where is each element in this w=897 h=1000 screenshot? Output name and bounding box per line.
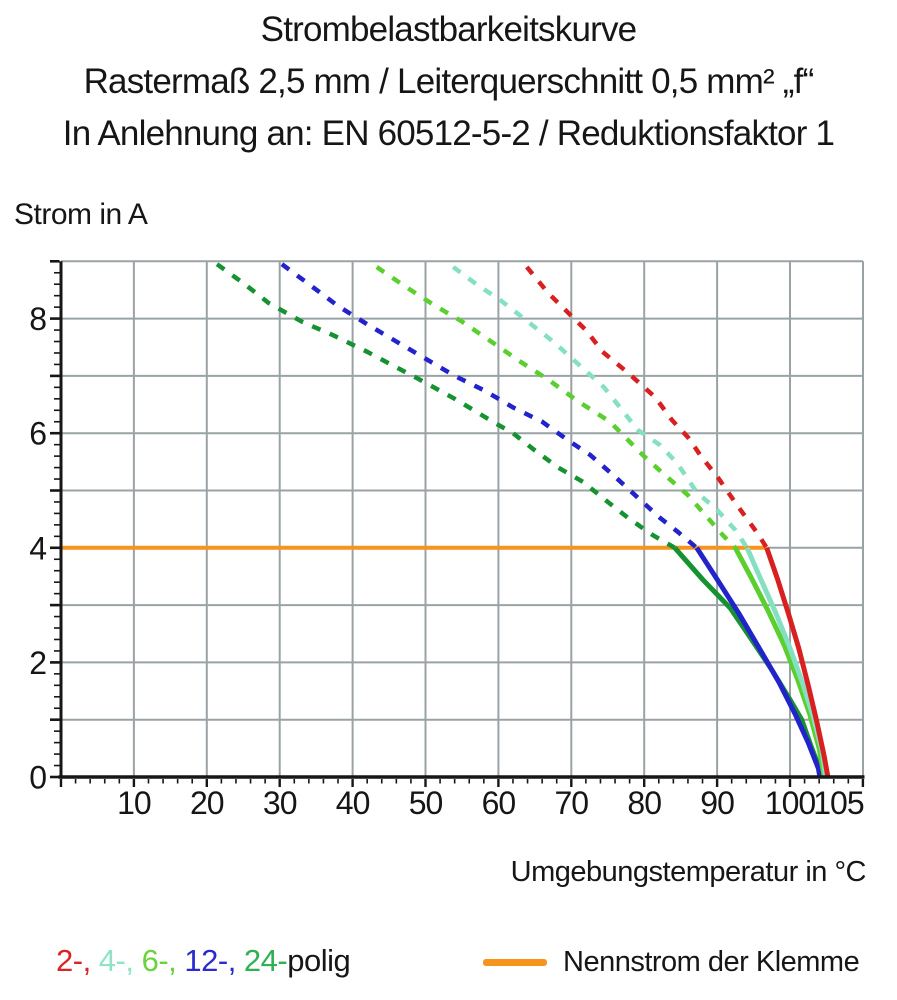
series-dashed-12-polig <box>280 262 699 550</box>
series-dashed-6-polig <box>375 265 737 550</box>
series-dashed-2-polig <box>525 265 769 550</box>
legend-pole-suffix: polig <box>287 943 351 978</box>
x-tick-label: 50 <box>409 785 443 821</box>
y-tick-label: 6 <box>29 416 46 452</box>
x-axis-title: Umgebungstemperatur in °C <box>510 856 867 888</box>
y-tick-label: 2 <box>29 645 46 681</box>
series-dashed-4-polig <box>451 265 749 550</box>
x-tick-label: 70 <box>555 785 589 821</box>
legend-pole-6-polig: 6-, <box>141 943 185 978</box>
legend-pole-2-polig: 2-, <box>56 943 99 978</box>
pole-count-legend: 2-, 4-, 6-, 12-, 24-polig <box>56 943 351 979</box>
x-tick-label: 100 <box>765 785 816 821</box>
y-tick-label: 4 <box>29 530 46 566</box>
series-solid-12-polig <box>694 546 823 778</box>
series-solid-2-polig <box>764 546 831 778</box>
legend-pole-12-polig: 12-, <box>184 943 244 978</box>
y-tick-label: 0 <box>29 760 46 796</box>
x-tick-label: 105 <box>813 785 864 821</box>
title-line-1: Strombelastbarkeitskurve <box>260 10 637 49</box>
title-line-2: Rastermaß 2,5 mm / Leiterquerschnitt 0,5… <box>83 62 815 101</box>
x-tick-label: 40 <box>336 785 370 821</box>
x-tick-label: 20 <box>190 785 224 821</box>
nennstrom-legend: Nennstrom der Klemme <box>483 946 860 979</box>
series-dashed-24-polig <box>215 262 676 550</box>
x-tick-label: 10 <box>117 785 151 821</box>
chart-title-block: Strombelastbarkeitskurve Rastermaß 2,5 m… <box>0 4 897 160</box>
nennstrom-line-swatch <box>483 959 547 966</box>
title-line-3: In Anlehnung an: EN 60512-5-2 / Reduktio… <box>62 114 835 153</box>
legend-pole-4-polig: 4-, <box>98 943 142 978</box>
x-tick-label: 30 <box>263 785 297 821</box>
x-tick-label: 90 <box>700 785 734 821</box>
legend-pole-24-polig: 24- <box>243 943 288 978</box>
x-tick-label: 80 <box>627 785 661 821</box>
y-tick-label: 8 <box>29 301 46 337</box>
y-axis-title: Strom in A <box>14 198 148 231</box>
x-tick-label: 60 <box>482 785 516 821</box>
nennstrom-legend-label: Nennstrom der Klemme <box>563 946 860 978</box>
